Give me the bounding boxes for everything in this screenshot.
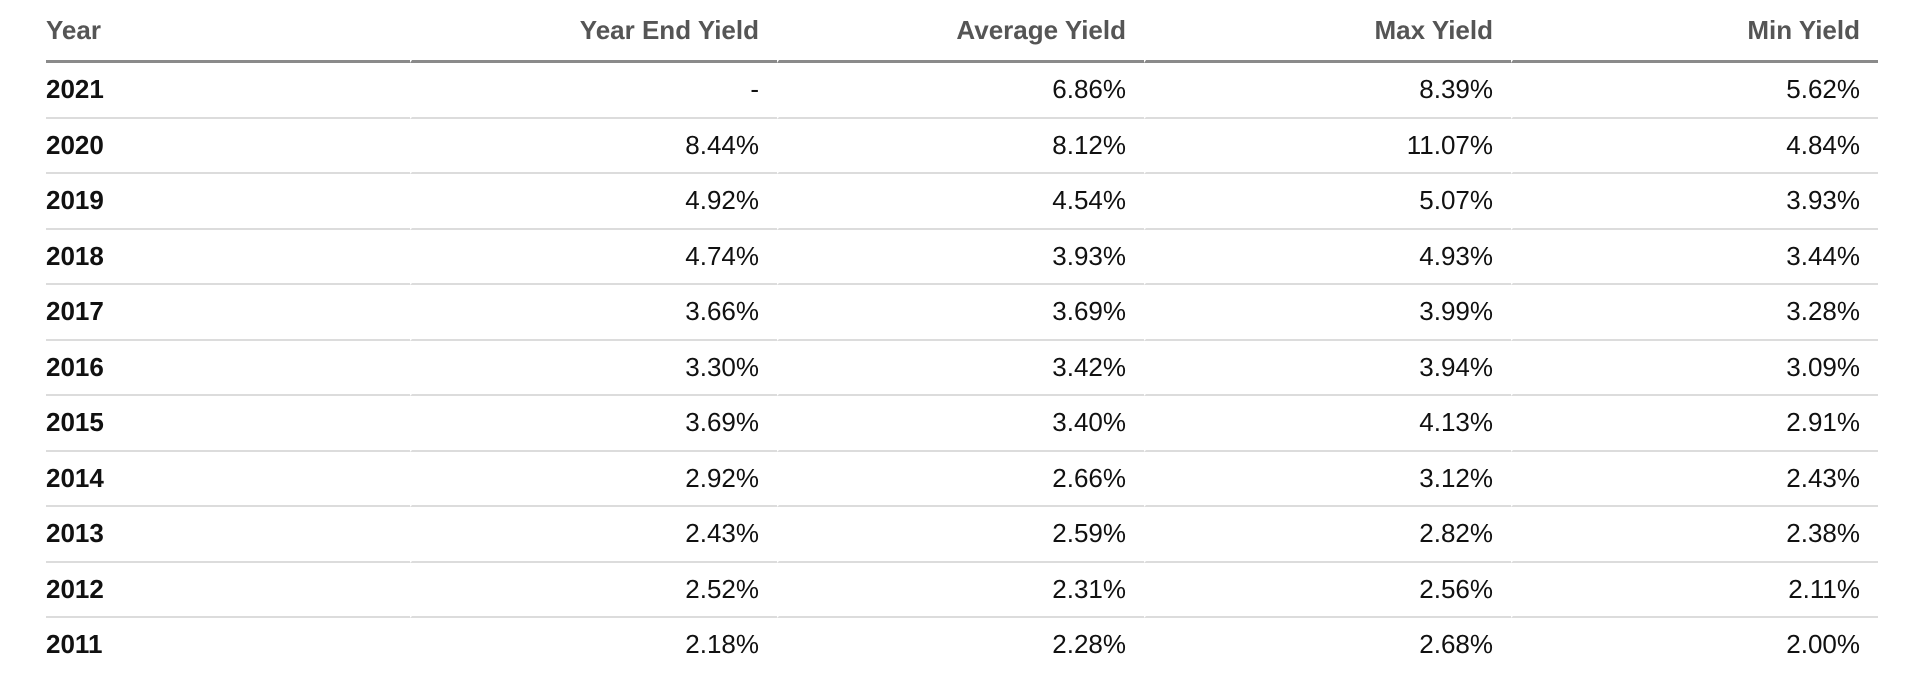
cell-year: 2021 [46, 63, 410, 119]
cell-max-yield: 2.68% [1144, 618, 1511, 672]
cell-year-end-yield: 2.18% [410, 618, 777, 672]
cell-average-yield: 3.40% [777, 396, 1144, 452]
cell-year-end-yield: 3.69% [410, 396, 777, 452]
cell-average-yield: 3.69% [777, 285, 1144, 341]
cell-average-yield: 2.66% [777, 451, 1144, 507]
cell-max-yield: 3.12% [1144, 451, 1511, 507]
cell-min-yield: 2.38% [1511, 507, 1878, 563]
header-average-yield[interactable]: Average Yield [777, 0, 1144, 63]
cell-average-yield: 4.54% [777, 174, 1144, 230]
table-row: 2021 - 6.86% 8.39% 5.62% [46, 63, 1878, 119]
cell-max-yield: 11.07% [1144, 118, 1511, 174]
table-row: 2019 4.92% 4.54% 5.07% 3.93% [46, 174, 1878, 230]
cell-min-yield: 2.11% [1511, 562, 1878, 618]
cell-year-end-yield: 3.66% [410, 285, 777, 341]
cell-max-yield: 2.56% [1144, 562, 1511, 618]
table-row: 2018 4.74% 3.93% 4.93% 3.44% [46, 229, 1878, 285]
cell-min-yield: 5.62% [1511, 63, 1878, 119]
cell-max-yield: 8.39% [1144, 63, 1511, 119]
yield-table-container: Year Year End Yield Average Yield Max Yi… [46, 0, 1878, 672]
cell-year-end-yield: 2.92% [410, 451, 777, 507]
cell-year: 2019 [46, 174, 410, 230]
cell-year-end-yield: 8.44% [410, 118, 777, 174]
cell-year: 2015 [46, 396, 410, 452]
cell-max-yield: 4.93% [1144, 229, 1511, 285]
yield-table: Year Year End Yield Average Yield Max Yi… [46, 0, 1878, 672]
table-row: 2014 2.92% 2.66% 3.12% 2.43% [46, 451, 1878, 507]
cell-min-yield: 3.28% [1511, 285, 1878, 341]
cell-average-yield: 6.86% [777, 63, 1144, 119]
cell-max-yield: 5.07% [1144, 174, 1511, 230]
cell-year-end-yield: 2.43% [410, 507, 777, 563]
cell-max-yield: 3.99% [1144, 285, 1511, 341]
cell-max-yield: 4.13% [1144, 396, 1511, 452]
cell-year: 2013 [46, 507, 410, 563]
cell-year: 2017 [46, 285, 410, 341]
table-row: 2013 2.43% 2.59% 2.82% 2.38% [46, 507, 1878, 563]
cell-average-yield: 2.28% [777, 618, 1144, 672]
cell-min-yield: 3.44% [1511, 229, 1878, 285]
cell-min-yield: 2.43% [1511, 451, 1878, 507]
cell-year: 2018 [46, 230, 410, 285]
header-year[interactable]: Year [46, 0, 410, 63]
header-year-end-yield[interactable]: Year End Yield [410, 0, 777, 63]
cell-average-yield: 2.59% [777, 507, 1144, 563]
table-row: 2011 2.18% 2.28% 2.68% 2.00% [46, 618, 1878, 672]
cell-year: 2012 [46, 563, 410, 618]
cell-max-yield: 2.82% [1144, 507, 1511, 563]
cell-average-yield: 2.31% [777, 562, 1144, 618]
table-row: 2012 2.52% 2.31% 2.56% 2.11% [46, 562, 1878, 618]
header-max-yield[interactable]: Max Yield [1144, 0, 1511, 63]
cell-min-yield: 4.84% [1511, 118, 1878, 174]
header-min-yield[interactable]: Min Yield [1511, 0, 1878, 63]
cell-year-end-yield: - [410, 63, 777, 119]
cell-year-end-yield: 2.52% [410, 562, 777, 618]
table-row: 2017 3.66% 3.69% 3.99% 3.28% [46, 285, 1878, 341]
cell-year: 2016 [46, 341, 410, 396]
cell-min-yield: 2.91% [1511, 396, 1878, 452]
cell-max-yield: 3.94% [1144, 340, 1511, 396]
cell-year: 2014 [46, 452, 410, 507]
cell-average-yield: 3.93% [777, 229, 1144, 285]
header-row: Year Year End Yield Average Yield Max Yi… [46, 0, 1878, 63]
cell-average-yield: 8.12% [777, 118, 1144, 174]
table-body: 2021 - 6.86% 8.39% 5.62% 2020 8.44% 8.12… [46, 63, 1878, 672]
cell-year-end-yield: 4.92% [410, 174, 777, 230]
table-row: 2020 8.44% 8.12% 11.07% 4.84% [46, 118, 1878, 174]
cell-average-yield: 3.42% [777, 340, 1144, 396]
cell-year-end-yield: 4.74% [410, 229, 777, 285]
table-header: Year Year End Yield Average Yield Max Yi… [46, 0, 1878, 63]
cell-year: 2020 [46, 119, 410, 174]
cell-year-end-yield: 3.30% [410, 340, 777, 396]
table-row: 2016 3.30% 3.42% 3.94% 3.09% [46, 340, 1878, 396]
cell-min-yield: 3.93% [1511, 174, 1878, 230]
cell-min-yield: 3.09% [1511, 340, 1878, 396]
cell-year: 2011 [46, 629, 103, 660]
table-row: 2015 3.69% 3.40% 4.13% 2.91% [46, 396, 1878, 452]
cell-min-yield: 2.00% [1511, 618, 1878, 672]
